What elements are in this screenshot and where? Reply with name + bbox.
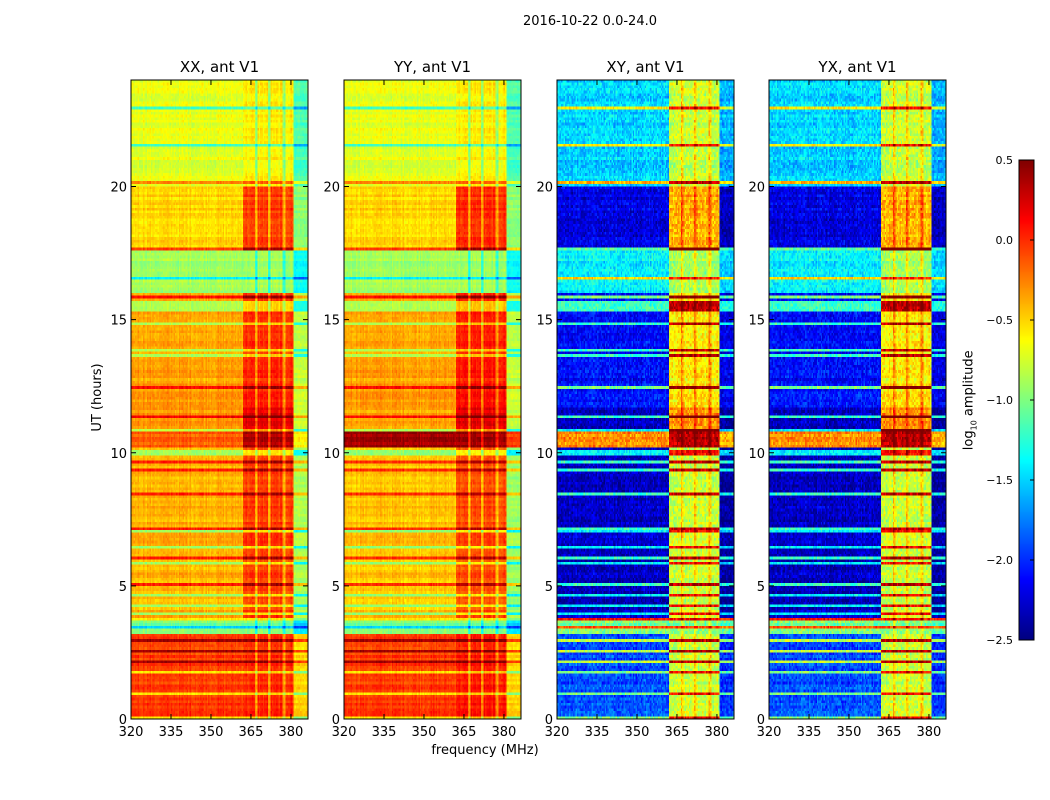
y-tick-label: 20 xyxy=(110,181,127,196)
y-tick-label: 20 xyxy=(748,181,765,196)
colorbar-tick-label: −0.5 xyxy=(986,314,1013,327)
panel-title-xx: XX, ant V1 xyxy=(179,58,260,76)
x-tick-label: 320 xyxy=(757,725,782,740)
panel-title-yx: YX, ant V1 xyxy=(818,58,897,76)
colorbar-label-log: log xyxy=(961,430,977,451)
y-axis-label: UT (hours) xyxy=(90,363,105,432)
colorbar-tick-label: −2.0 xyxy=(986,554,1013,567)
y-tick-label: 10 xyxy=(110,447,127,462)
x-tick-label: 350 xyxy=(412,725,437,740)
x-tick-label: 365 xyxy=(665,725,690,740)
x-tick-label: 380 xyxy=(705,725,730,740)
heatmap-xy xyxy=(557,80,734,719)
heatmap-xx xyxy=(131,80,308,719)
colorbar-label-sub: 10 xyxy=(969,420,979,431)
x-tick-label: 335 xyxy=(159,725,184,740)
y-tick-label: 0 xyxy=(545,713,553,728)
y-tick-label: 15 xyxy=(110,314,127,329)
colorbar-tick-label: −1.5 xyxy=(986,474,1013,487)
x-axis-label: frequency (MHz) xyxy=(431,743,539,758)
y-tick-label: 10 xyxy=(323,447,340,462)
figure-title: 2016-10-22 0.0-24.0 xyxy=(523,14,657,29)
y-tick-label: 5 xyxy=(545,580,553,595)
x-tick-label: 335 xyxy=(797,725,822,740)
colorbar-tick-label: 0.0 xyxy=(996,234,1014,247)
y-tick-label: 0 xyxy=(119,713,127,728)
y-tick-label: 10 xyxy=(536,447,553,462)
panel-title-yy: YY, ant V1 xyxy=(393,58,471,76)
x-tick-label: 350 xyxy=(837,725,862,740)
y-tick-label: 5 xyxy=(757,580,765,595)
x-tick-label: 350 xyxy=(625,725,650,740)
heatmap-yy xyxy=(344,80,521,719)
x-tick-label: 335 xyxy=(585,725,610,740)
x-tick-label: 380 xyxy=(279,725,304,740)
x-tick-label: 320 xyxy=(545,725,570,740)
y-tick-label: 5 xyxy=(119,580,127,595)
x-tick-label: 320 xyxy=(332,725,357,740)
y-tick-label: 5 xyxy=(332,580,340,595)
axes-frame xyxy=(130,79,309,720)
heatmap-yx xyxy=(769,80,946,719)
y-tick-label: 15 xyxy=(748,314,765,329)
panel-title-xy: XY, ant V1 xyxy=(606,58,685,76)
axes-frame xyxy=(556,79,735,720)
y-tick-label: 15 xyxy=(323,314,340,329)
colorbar-tick-label: 0.5 xyxy=(996,154,1014,167)
y-tick-label: 0 xyxy=(332,713,340,728)
colorbar-label-suffix: amplitude xyxy=(961,350,977,421)
y-tick-label: 15 xyxy=(536,314,553,329)
x-tick-label: 365 xyxy=(877,725,902,740)
axes-frame xyxy=(768,79,947,720)
colorbar xyxy=(1019,160,1034,640)
x-tick-label: 365 xyxy=(452,725,477,740)
axes-frame xyxy=(343,79,522,720)
x-tick-label: 380 xyxy=(492,725,517,740)
y-tick-label: 20 xyxy=(323,181,340,196)
x-tick-label: 380 xyxy=(917,725,942,740)
colorbar-tick-label: −1.0 xyxy=(986,394,1013,407)
y-tick-label: 10 xyxy=(748,447,765,462)
x-tick-label: 350 xyxy=(199,725,224,740)
x-tick-label: 335 xyxy=(372,725,397,740)
y-tick-label: 20 xyxy=(536,181,553,196)
colorbar-label: log10 amplitude xyxy=(962,335,979,465)
y-tick-label: 0 xyxy=(757,713,765,728)
x-tick-label: 320 xyxy=(119,725,144,740)
colorbar-tick-label: −2.5 xyxy=(986,634,1013,647)
x-tick-label: 365 xyxy=(239,725,264,740)
